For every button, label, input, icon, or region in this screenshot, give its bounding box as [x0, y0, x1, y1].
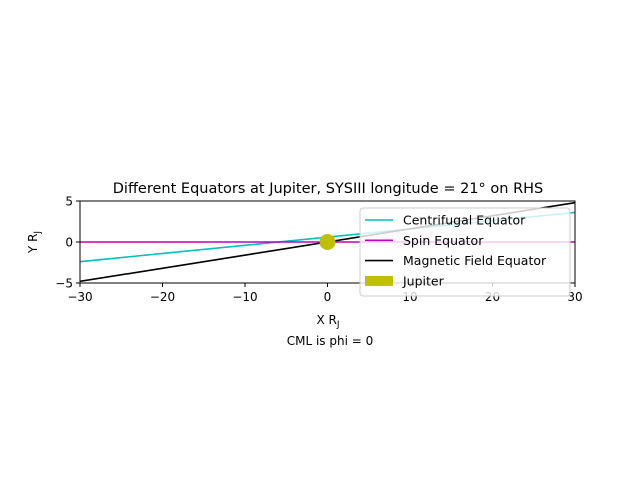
- y-axis-label-subscript: J: [33, 231, 43, 235]
- chart-title: Different Equators at Jupiter, SYSIII lo…: [113, 181, 544, 197]
- x-axis-label: X RJ: [316, 313, 339, 330]
- legend-label: Magnetic Field Equator: [403, 253, 547, 268]
- x-axis-label-main: X R: [316, 313, 336, 327]
- y-axis-label: Y RJ: [26, 231, 43, 254]
- legend-box: [359, 207, 571, 297]
- y-axis-label-main: Y R: [26, 234, 40, 254]
- y-tick-label: 5: [65, 195, 73, 209]
- x-tick-label: 30: [567, 290, 582, 304]
- marker-jupiter: [319, 234, 336, 250]
- chart-caption: CML is phi = 0: [287, 334, 374, 348]
- y-tick-label: −5: [55, 277, 73, 291]
- legend-swatch: [365, 275, 393, 286]
- y-tick-label: 0: [65, 236, 73, 250]
- legend-label: Jupiter: [402, 273, 445, 288]
- legend-label: Centrifugal Equator: [403, 213, 526, 228]
- x-tick-label: −20: [150, 290, 175, 304]
- legend: Centrifugal Equator Spin Equator Magnetic …: [359, 207, 571, 297]
- x-axis-label-subscript: J: [336, 320, 340, 330]
- x-tick-label: 0: [324, 290, 332, 304]
- x-tick-label: −10: [232, 290, 257, 304]
- x-tick-label: −30: [67, 290, 92, 304]
- legend-label: Spin Equator: [403, 233, 484, 248]
